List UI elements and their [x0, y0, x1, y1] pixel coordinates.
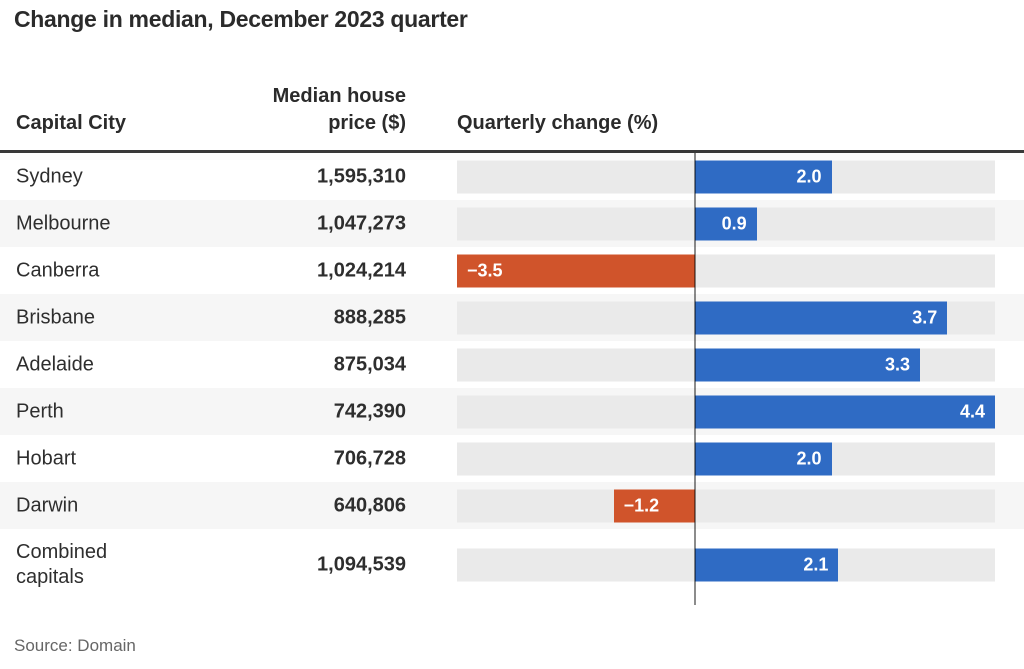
bar-track: 4.4 — [457, 395, 995, 428]
chart-title: Change in median, December 2023 quarter — [14, 6, 468, 32]
price-value: 742,390 — [333, 400, 406, 422]
bar-value-label: 3.7 — [912, 307, 938, 327]
change-bar: 4.4 — [695, 395, 995, 428]
bar-track: −3.5 — [457, 254, 995, 287]
bar-value-label: −1.2 — [623, 495, 660, 515]
table-row: Darwin 640,806 −1.2 — [0, 482, 1024, 529]
bar-track: 3.7 — [457, 301, 995, 334]
city-label: Melbourne — [16, 212, 111, 234]
header-quarterly-change: Quarterly change (%) — [457, 112, 659, 134]
bar-value-label: 3.3 — [885, 354, 911, 374]
bar-track: 2.1 — [457, 548, 995, 582]
table-header-row: Capital City Median house price ($) Quar… — [0, 0, 1024, 150]
price-value: 1,595,310 — [317, 165, 406, 187]
bar-track: 2.0 — [457, 160, 995, 193]
bar-value-label: 4.4 — [959, 401, 985, 421]
bar-value-label: −3.5 — [467, 260, 503, 280]
change-bar: 2.0 — [695, 442, 832, 475]
header-capital-city: Capital City — [16, 112, 127, 134]
change-bar: −3.5 — [457, 254, 696, 287]
change-bar: 3.3 — [695, 348, 921, 381]
zero-axis-line — [694, 153, 696, 605]
change-bar: 2.0 — [695, 160, 832, 193]
table-row: Melbourne 1,047,273 0.9 — [0, 200, 1024, 247]
header-median-house-price: Median house price ($) — [272, 85, 406, 134]
city-label: Sydney — [16, 165, 83, 187]
bar-value-label: 2.0 — [796, 448, 822, 468]
city-label: Combined capitals — [16, 541, 108, 588]
table-row: Sydney 1,595,310 2.0 — [0, 153, 1024, 200]
change-bar: 0.9 — [695, 207, 757, 240]
city-label: Canberra — [16, 259, 100, 281]
price-value: 875,034 — [333, 353, 406, 375]
price-value: 1,024,214 — [317, 259, 406, 281]
bar-track: −1.2 — [457, 489, 995, 522]
bar-value-label: 0.9 — [721, 213, 747, 233]
city-label: Darwin — [16, 494, 79, 516]
table-row: Canberra 1,024,214 −3.5 — [0, 247, 1024, 294]
table-row: Combined capitals 1,094,539 2.1 — [0, 529, 1024, 601]
price-value: 1,094,539 — [317, 553, 406, 576]
bar-value-label: 2.0 — [796, 166, 822, 186]
header-rule — [0, 150, 1024, 153]
bar-track: 3.3 — [457, 348, 995, 381]
table-row: Hobart 706,728 2.0 — [0, 435, 1024, 482]
city-label: Brisbane — [16, 306, 95, 328]
table-body: Sydney 1,595,310 2.0 Melbourne 1,047,273 0.9 C… — [0, 153, 1024, 605]
bar-value-label: 2.1 — [803, 554, 829, 575]
price-value: 888,285 — [333, 306, 406, 328]
price-value: 706,728 — [333, 447, 406, 469]
city-label: Adelaide — [16, 353, 94, 375]
table-row: Perth 742,390 4.4 — [0, 388, 1024, 435]
table-row: Adelaide 875,034 3.3 — [0, 341, 1024, 388]
table-row: Brisbane 888,285 3.7 — [0, 294, 1024, 341]
city-label: Hobart — [16, 447, 77, 469]
change-bar: 2.1 — [695, 548, 839, 582]
source-credit: Source: Domain — [14, 636, 136, 655]
change-bar: −1.2 — [613, 489, 696, 522]
bar-track: 2.0 — [457, 442, 995, 475]
price-value: 640,806 — [333, 494, 406, 516]
city-label: Perth — [16, 400, 64, 422]
change-bar: 3.7 — [695, 301, 948, 334]
bar-track: 0.9 — [457, 207, 995, 240]
price-value: 1,047,273 — [317, 212, 406, 234]
